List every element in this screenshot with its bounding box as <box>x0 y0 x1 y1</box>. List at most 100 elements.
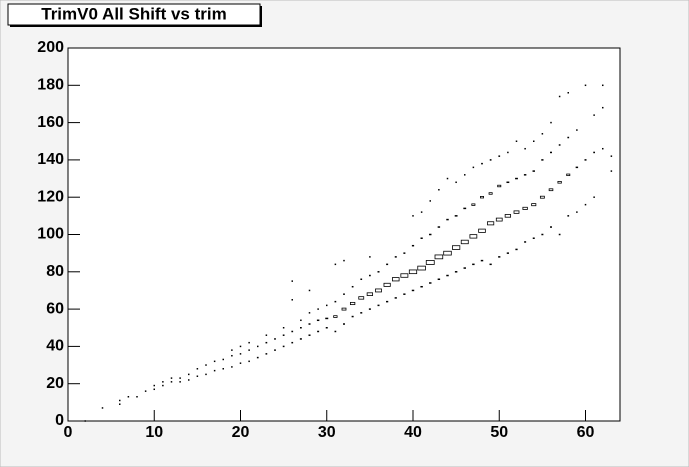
box <box>507 151 509 154</box>
box <box>317 330 320 333</box>
box <box>429 282 432 284</box>
box <box>497 184 502 188</box>
box <box>524 241 527 243</box>
x-tick-label: 40 <box>404 424 422 441</box>
box <box>454 215 458 217</box>
box <box>196 375 199 377</box>
box <box>469 234 478 239</box>
box <box>455 181 457 184</box>
box <box>179 381 181 383</box>
box <box>472 166 475 169</box>
box <box>341 307 347 311</box>
box <box>308 312 311 314</box>
box <box>602 106 604 109</box>
box <box>386 263 389 266</box>
box <box>136 396 138 398</box>
box <box>248 360 250 363</box>
box <box>584 203 587 206</box>
box <box>550 151 552 154</box>
box <box>593 114 595 116</box>
box <box>532 170 535 172</box>
box <box>153 388 155 391</box>
box <box>343 259 345 262</box>
box <box>162 384 164 387</box>
box <box>513 210 520 214</box>
x-tick-label: 60 <box>577 424 595 441</box>
box <box>593 196 595 198</box>
box <box>541 159 544 161</box>
box <box>308 289 311 292</box>
x-tick-label: 20 <box>232 424 250 441</box>
box <box>248 341 250 344</box>
box <box>188 373 190 376</box>
box <box>231 354 233 357</box>
box <box>239 353 242 355</box>
box <box>101 407 104 409</box>
box <box>506 181 510 184</box>
box <box>567 136 570 139</box>
box <box>84 420 86 422</box>
box <box>548 188 554 192</box>
box <box>308 334 311 336</box>
box <box>420 211 423 213</box>
box <box>282 327 285 329</box>
box <box>411 289 415 292</box>
box <box>566 173 571 177</box>
box <box>420 285 423 288</box>
plot-frame <box>67 47 621 422</box>
box <box>480 259 484 262</box>
box <box>334 263 337 266</box>
box <box>394 297 397 299</box>
box <box>391 277 400 282</box>
box <box>576 211 578 213</box>
box <box>188 379 190 381</box>
y-tick-label: 120 <box>37 188 64 205</box>
box <box>300 319 302 322</box>
box <box>610 155 613 157</box>
box <box>434 254 444 260</box>
box <box>417 265 426 271</box>
box <box>317 308 319 310</box>
box <box>222 368 224 370</box>
box <box>481 162 483 165</box>
box <box>196 368 199 370</box>
y-tick-label: 180 <box>37 77 64 94</box>
box <box>351 285 354 288</box>
box <box>412 215 414 217</box>
box <box>386 300 389 303</box>
box <box>489 159 492 161</box>
box <box>334 330 337 333</box>
box <box>394 256 397 258</box>
box <box>531 203 537 207</box>
box <box>463 207 467 210</box>
y-tick-label: 40 <box>46 338 64 355</box>
box <box>231 366 233 368</box>
box <box>291 280 293 282</box>
box <box>282 334 285 336</box>
box <box>498 155 501 157</box>
box <box>316 319 320 322</box>
box <box>550 121 552 124</box>
box <box>343 293 345 295</box>
box <box>403 252 406 254</box>
box <box>358 296 365 300</box>
box <box>593 151 595 154</box>
box <box>558 233 561 236</box>
box <box>471 203 476 206</box>
box <box>366 292 374 296</box>
box <box>558 95 561 98</box>
y-tick-label: 60 <box>46 300 64 317</box>
x-tick-label: 50 <box>490 424 508 441</box>
box <box>602 84 604 87</box>
box <box>504 214 512 218</box>
box <box>460 239 469 245</box>
box <box>179 377 181 379</box>
box <box>403 293 406 295</box>
box <box>377 271 380 273</box>
box <box>119 399 121 402</box>
box <box>567 215 570 217</box>
box <box>443 250 452 256</box>
box <box>256 356 259 359</box>
x-tick-label: 10 <box>145 424 163 441</box>
box <box>360 278 363 281</box>
